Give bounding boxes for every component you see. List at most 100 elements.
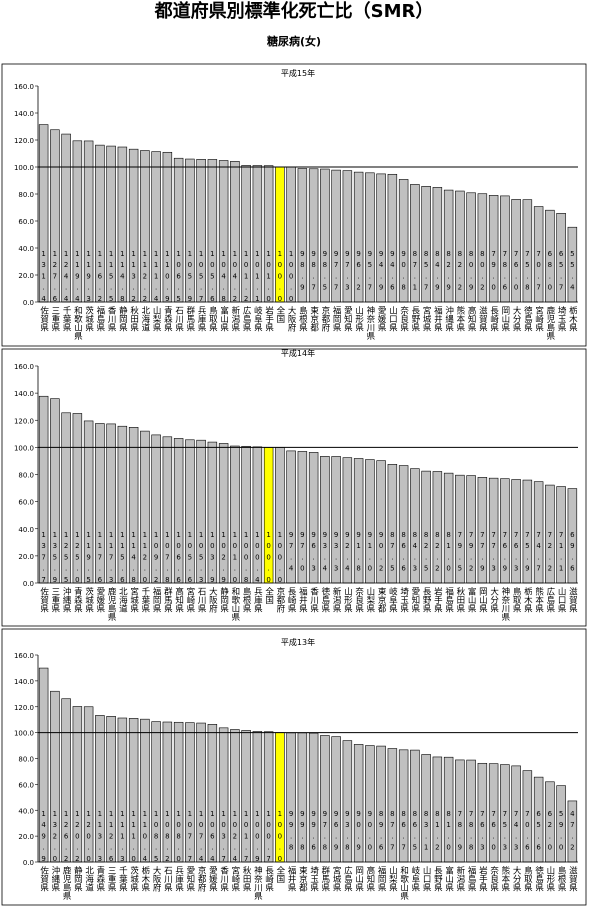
value-label: 125.5	[62, 531, 70, 587]
value-label: 112.2	[141, 250, 149, 306]
value-label: 65.6	[535, 810, 543, 855]
x-tick-label: 大阪府	[207, 586, 217, 613]
value-label: 94.6	[388, 250, 396, 295]
x-tick-label: 埼玉県	[556, 305, 566, 332]
x-tick-label: 岡山県	[354, 866, 364, 892]
value-label: 91.0	[366, 531, 374, 576]
x-tick-label: 東京都	[309, 305, 319, 332]
value-label: 76.3	[478, 810, 486, 855]
x-tick-label: 青森県	[95, 865, 105, 892]
value-label: 79.0	[490, 250, 498, 295]
value-label: 105.7	[197, 250, 205, 306]
value-label: 132.0	[51, 810, 59, 866]
x-tick-label: 佐賀県	[39, 586, 49, 613]
x-tick-label: 岩手県	[477, 865, 487, 892]
y-tick-label: 160.0	[14, 363, 34, 371]
panel-border	[1, 628, 587, 906]
value-label: 92.4	[343, 531, 351, 576]
x-tick-label: 大阪府	[286, 305, 296, 332]
value-label: 108.5	[152, 810, 160, 866]
value-label: 68.0	[546, 250, 554, 295]
x-tick-label: 新潟県	[455, 865, 465, 892]
value-label: 97.0	[298, 531, 306, 576]
x-tick-label: 岐阜県	[252, 305, 262, 332]
value-label: 105.9	[186, 250, 194, 306]
value-label: 74.7	[535, 531, 543, 576]
value-label: 106.5	[175, 250, 183, 306]
value-label: 90.8	[400, 250, 408, 295]
x-tick-label: 静岡県	[117, 305, 127, 332]
x-tick-label: 富山県	[466, 586, 476, 613]
value-label: 111.4	[152, 250, 160, 306]
x-tick-label: 静岡県	[72, 865, 82, 892]
x-tick-label: 岡山県	[477, 587, 487, 613]
value-label: 104.2	[231, 250, 239, 306]
x-tick-label: 奈良県	[354, 586, 364, 613]
value-label: 106.6	[175, 531, 183, 587]
value-label: 99.8	[298, 810, 306, 855]
value-label: 135.9	[51, 531, 59, 587]
value-label: 90.0	[366, 810, 374, 855]
x-tick-label: 鳥取県	[207, 305, 217, 332]
x-tick-label: 埼玉県	[309, 865, 319, 892]
x-tick-label: 香川県	[219, 865, 229, 892]
value-label: 100.0	[287, 250, 295, 306]
x-tick-label: 山梨県	[151, 305, 161, 332]
value-label: 110.4	[141, 810, 149, 866]
value-label: 76.0	[512, 250, 520, 295]
x-tick-label: 千葉県	[140, 586, 150, 613]
value-label: 81.0	[445, 531, 453, 576]
value-label: 149.9	[40, 810, 48, 866]
x-tick-label: 愛知県	[342, 305, 352, 332]
y-tick-label: 40.0	[18, 526, 34, 534]
value-label: 78.9	[456, 810, 464, 855]
value-label: 94.9	[377, 250, 385, 295]
x-tick-label: 和歌山県	[399, 866, 409, 901]
x-tick-label: 岐阜県	[410, 865, 420, 892]
value-label: 93.3	[332, 531, 340, 576]
value-label: 77.9	[478, 531, 486, 576]
x-tick-label: 宮城県	[331, 865, 341, 892]
x-tick-label: 新潟県	[230, 305, 240, 332]
value-label: 115.5	[107, 250, 115, 306]
x-tick-label: 茨城県	[84, 305, 94, 332]
x-tick-label: 三重県	[50, 306, 60, 332]
x-tick-label: 滋賀県	[567, 865, 577, 892]
y-tick-label: 100.0	[14, 164, 34, 172]
chart-title: 平成13年	[281, 637, 315, 647]
value-label: 78.6	[501, 250, 509, 295]
y-tick-label: 100.0	[14, 444, 34, 452]
x-tick-label: 愛媛県	[376, 305, 386, 332]
x-tick-label: 宮崎県	[230, 865, 240, 892]
x-tick-label: 兵庫県	[174, 865, 184, 892]
value-label: 90.9	[355, 810, 363, 855]
x-tick-label: 熊本県	[500, 865, 510, 892]
value-label: 113.3	[96, 810, 104, 866]
x-tick-label: 長崎県	[489, 306, 499, 332]
value-label: 82.2	[433, 531, 441, 576]
value-label: 90.2	[377, 531, 385, 576]
x-tick-label: 山形県	[354, 305, 364, 332]
value-label: 96.3	[310, 531, 318, 576]
y-tick-label: 0.0	[23, 859, 34, 867]
value-label: 108.2	[163, 810, 171, 866]
x-tick-label: 石川県	[162, 866, 172, 892]
x-tick-label: 奈良県	[489, 865, 499, 892]
x-tick-label: 熊本県	[534, 586, 544, 613]
x-tick-label: 秋田県	[241, 865, 251, 892]
value-label: 83.1	[422, 810, 430, 855]
x-tick-label: 群馬県	[185, 305, 195, 332]
x-tick-label: 長崎県	[264, 866, 274, 892]
value-label: 74.3	[512, 810, 520, 855]
x-tick-label: 長野県	[421, 587, 431, 613]
value-label: 111.3	[118, 810, 126, 866]
value-label: 55.4	[568, 250, 576, 295]
value-label: 65.7	[557, 250, 565, 295]
value-label: 120.2	[73, 810, 81, 866]
x-tick-label: 鹿児島県	[545, 305, 555, 341]
value-label: 98.7	[310, 250, 318, 295]
x-tick-label: 鳥取県	[511, 586, 521, 613]
x-tick-label: 高知県	[174, 586, 184, 613]
x-tick-label: 愛媛県	[207, 865, 217, 892]
value-label: 87.1	[411, 250, 419, 295]
